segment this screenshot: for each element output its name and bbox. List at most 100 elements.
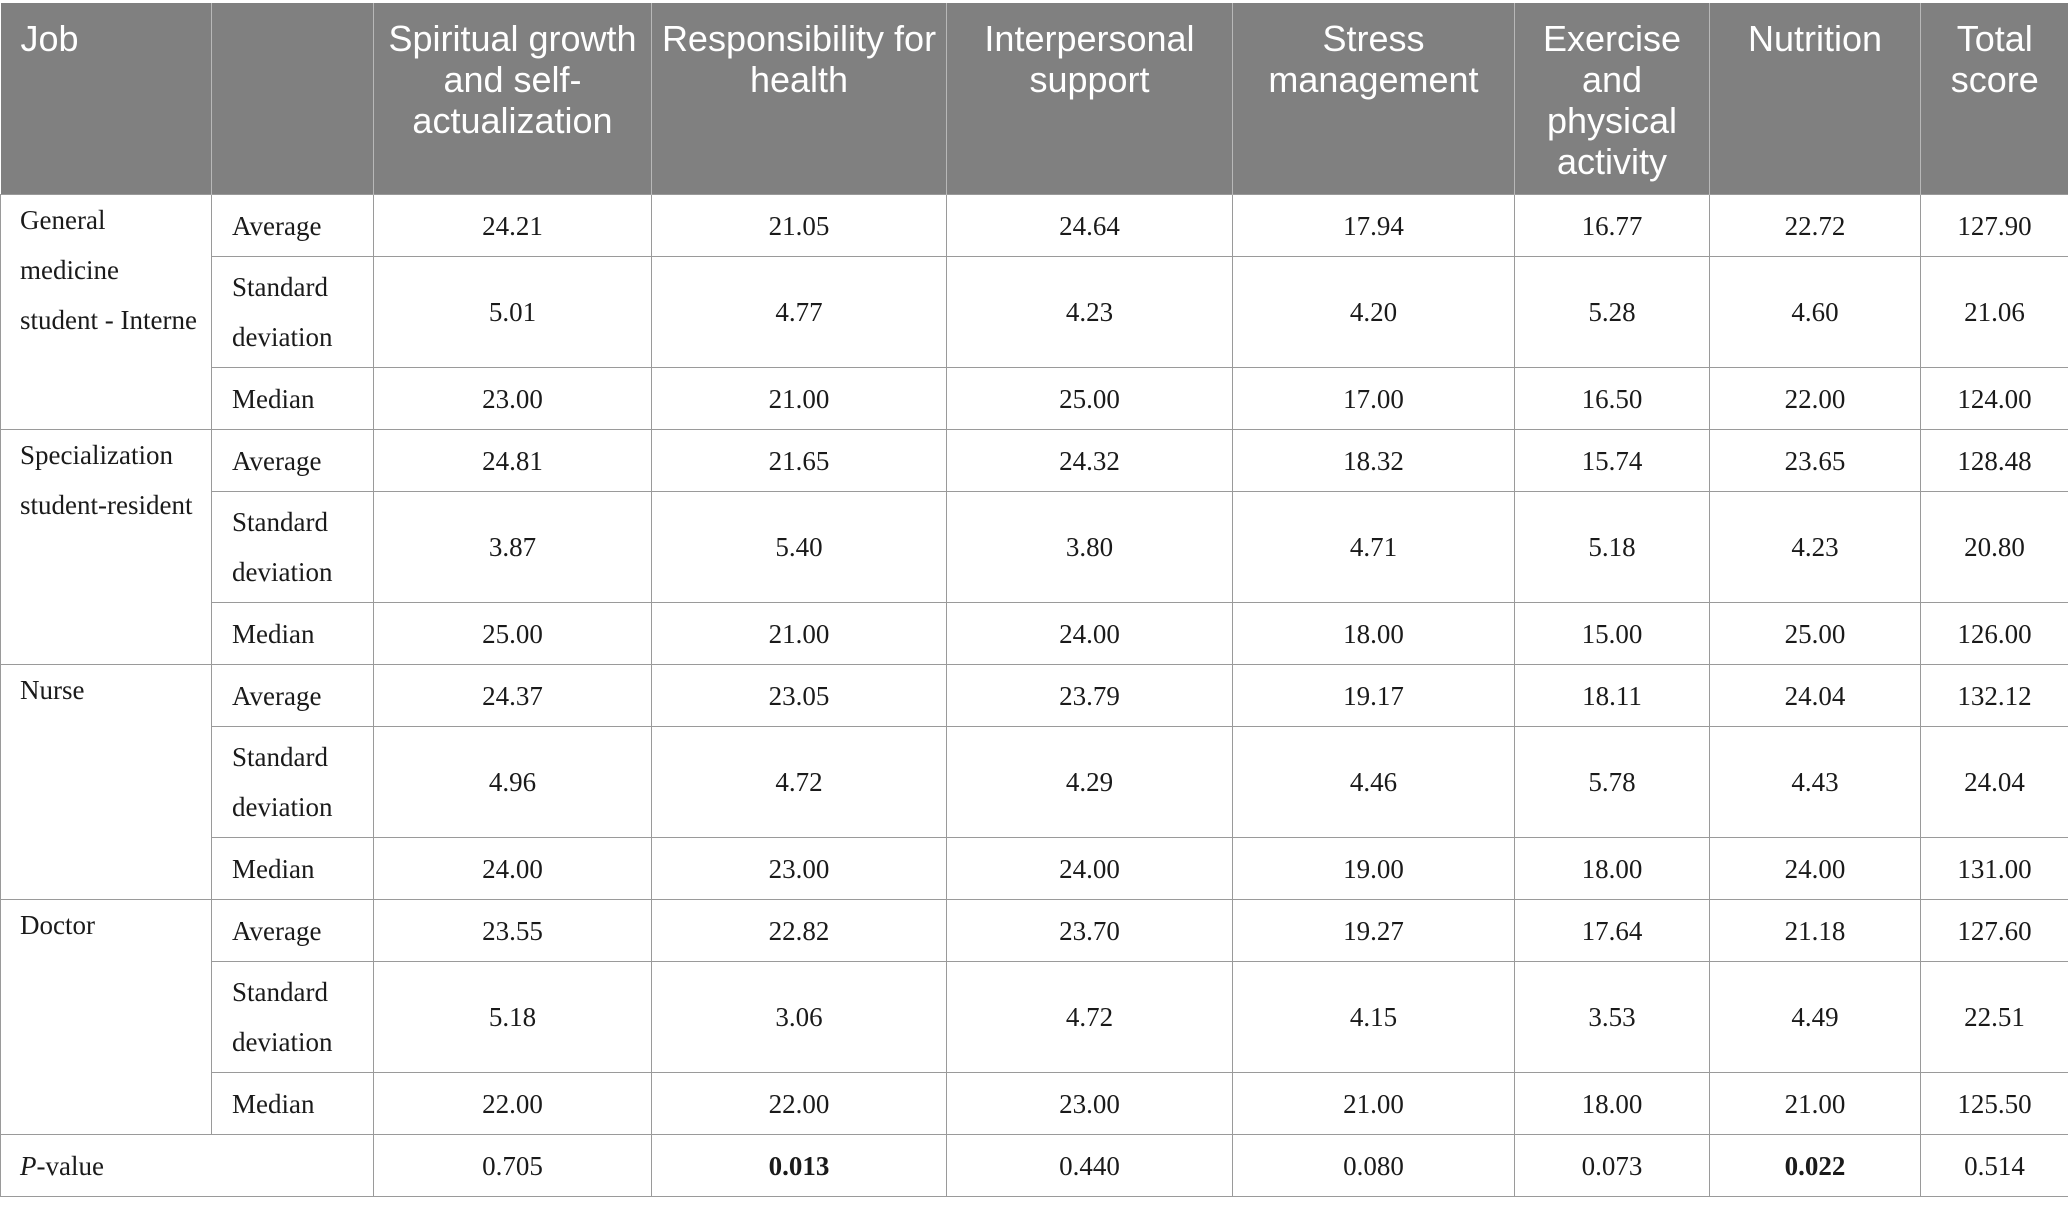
value-cell: 16.77 bbox=[1514, 194, 1710, 257]
stat-label-cell: Standard deviation bbox=[211, 961, 374, 1073]
value-cell: 4.71 bbox=[1232, 491, 1515, 603]
pvalue-label-italic: P bbox=[20, 1150, 37, 1181]
value-cell: 24.00 bbox=[373, 837, 652, 900]
value-cell: 3.53 bbox=[1514, 961, 1710, 1073]
stat-label-cell: Average bbox=[211, 899, 374, 962]
header-stress-management: Stress management bbox=[1232, 3, 1515, 195]
stat-label-cell: Median bbox=[211, 837, 374, 900]
header-spiritual-growth: Spiritual growth and self-actualization bbox=[373, 3, 652, 195]
value-cell: 20.80 bbox=[1920, 491, 2068, 603]
value-cell: 4.96 bbox=[373, 726, 652, 838]
table-row: General medicine student - Interne Averag… bbox=[0, 194, 2068, 430]
value-cell: 23.55 bbox=[373, 899, 652, 962]
value-cell: 24.04 bbox=[1709, 664, 1921, 727]
pvalue-row: P-value 0.705 0.013 0.440 0.080 0.073 0.022 0.5… bbox=[0, 1134, 2068, 1197]
value-cell: 4.23 bbox=[1709, 491, 1921, 603]
value-cell: 25.00 bbox=[373, 602, 652, 665]
value-cell: 4.15 bbox=[1232, 961, 1515, 1073]
header-responsibility-for-health: Responsibility for health bbox=[651, 3, 947, 195]
value-cell: 22.72 bbox=[1709, 194, 1921, 257]
value-cell: 19.17 bbox=[1232, 664, 1515, 727]
value-cell: 4.23 bbox=[946, 256, 1233, 368]
job-cell: General medicine student - Interne bbox=[0, 194, 212, 430]
table-row: Doctor Average 23.55 22.82 23.70 19.27 17.64 21… bbox=[0, 899, 2068, 1135]
value-cell: 22.00 bbox=[1709, 367, 1921, 430]
value-cell: 21.00 bbox=[651, 602, 947, 665]
value-cell: 15.74 bbox=[1514, 429, 1710, 492]
value-cell: 25.00 bbox=[1709, 602, 1921, 665]
value-cell: 4.29 bbox=[946, 726, 1233, 838]
table-row: Standard deviation 5.18 3.06 4.72 4.15 3.53 4.… bbox=[1, 961, 2068, 1073]
table-row: Median 25.00 21.00 24.00 18.00 15.00 25.00 126.… bbox=[1, 602, 2068, 665]
pvalue-cell: 0.073 bbox=[1514, 1134, 1710, 1197]
header-total-score: Total score bbox=[1920, 3, 2068, 195]
value-cell: 17.64 bbox=[1514, 899, 1710, 962]
stat-label-cell: Standard deviation bbox=[211, 491, 374, 603]
value-cell: 128.48 bbox=[1920, 429, 2068, 492]
value-cell: 5.18 bbox=[1514, 491, 1710, 603]
value-cell: 21.18 bbox=[1709, 899, 1921, 962]
table-header: Job Spiritual growth and self-actualizat… bbox=[0, 3, 2068, 195]
header-nutrition: Nutrition bbox=[1709, 3, 1921, 195]
job-cell: Specialization student-resident bbox=[0, 429, 212, 665]
value-cell: 23.05 bbox=[651, 664, 947, 727]
value-cell: 131.00 bbox=[1920, 837, 2068, 900]
value-cell: 5.01 bbox=[373, 256, 652, 368]
value-cell: 23.65 bbox=[1709, 429, 1921, 492]
header-stat bbox=[211, 3, 374, 195]
table-row: Median 22.00 22.00 23.00 21.00 18.00 21.00 125.… bbox=[1, 1072, 2068, 1135]
value-cell: 21.65 bbox=[651, 429, 947, 492]
pvalue-label-cell: P-value bbox=[0, 1134, 374, 1197]
header-exercise: Exercise and physical activity bbox=[1514, 3, 1710, 195]
value-cell: 132.12 bbox=[1920, 664, 2068, 727]
table-body: General medicine student - Interne Averag… bbox=[0, 194, 2068, 1197]
value-cell: 4.77 bbox=[651, 256, 947, 368]
value-cell: 17.94 bbox=[1232, 194, 1515, 257]
value-cell: 4.49 bbox=[1709, 961, 1921, 1073]
value-cell: 4.72 bbox=[946, 961, 1233, 1073]
value-cell: 23.00 bbox=[373, 367, 652, 430]
value-cell: 24.81 bbox=[373, 429, 652, 492]
value-cell: 4.60 bbox=[1709, 256, 1921, 368]
pvalue-cell: 0.705 bbox=[373, 1134, 652, 1197]
value-cell: 18.00 bbox=[1514, 1072, 1710, 1135]
value-cell: 24.37 bbox=[373, 664, 652, 727]
header-row: Job Spiritual growth and self-actualizat… bbox=[0, 3, 2068, 195]
value-cell: 25.00 bbox=[946, 367, 1233, 430]
value-cell: 22.51 bbox=[1920, 961, 2068, 1073]
job-cell: Doctor bbox=[0, 899, 212, 1135]
value-cell: 23.00 bbox=[946, 1072, 1233, 1135]
value-cell: 126.00 bbox=[1920, 602, 2068, 665]
value-cell: 21.00 bbox=[1232, 1072, 1515, 1135]
stat-label-cell: Average bbox=[211, 664, 374, 727]
value-cell: 24.00 bbox=[1709, 837, 1921, 900]
value-cell: 21.00 bbox=[651, 367, 947, 430]
job-cell: Nurse bbox=[0, 664, 212, 900]
table-row: Nurse Average 24.37 23.05 23.79 19.17 18.11 24.… bbox=[0, 664, 2068, 900]
value-cell: 4.20 bbox=[1232, 256, 1515, 368]
pvalue-cell: 0.080 bbox=[1232, 1134, 1515, 1197]
value-cell: 127.60 bbox=[1920, 899, 2068, 962]
value-cell: 22.00 bbox=[373, 1072, 652, 1135]
value-cell: 24.64 bbox=[946, 194, 1233, 257]
value-cell: 24.32 bbox=[946, 429, 1233, 492]
pvalue-cell: 0.022 bbox=[1709, 1134, 1921, 1197]
value-cell: 17.00 bbox=[1232, 367, 1515, 430]
pvalue-cell: 0.514 bbox=[1920, 1134, 2068, 1197]
table-row: Median 24.00 23.00 24.00 19.00 18.00 24.00 131.… bbox=[1, 837, 2068, 900]
value-cell: 3.80 bbox=[946, 491, 1233, 603]
value-cell: 24.21 bbox=[373, 194, 652, 257]
stat-label-cell: Standard deviation bbox=[211, 726, 374, 838]
header-interpersonal-support: Interpersonal support bbox=[946, 3, 1233, 195]
value-cell: 18.00 bbox=[1232, 602, 1515, 665]
header-job: Job bbox=[0, 3, 212, 195]
value-cell: 18.32 bbox=[1232, 429, 1515, 492]
value-cell: 5.28 bbox=[1514, 256, 1710, 368]
stat-label-cell: Average bbox=[211, 194, 374, 257]
value-cell: 23.79 bbox=[946, 664, 1233, 727]
stat-label-cell: Standard deviation bbox=[211, 256, 374, 368]
value-cell: 22.00 bbox=[651, 1072, 947, 1135]
value-cell: 5.18 bbox=[373, 961, 652, 1073]
value-cell: 24.04 bbox=[1920, 726, 2068, 838]
value-cell: 4.46 bbox=[1232, 726, 1515, 838]
